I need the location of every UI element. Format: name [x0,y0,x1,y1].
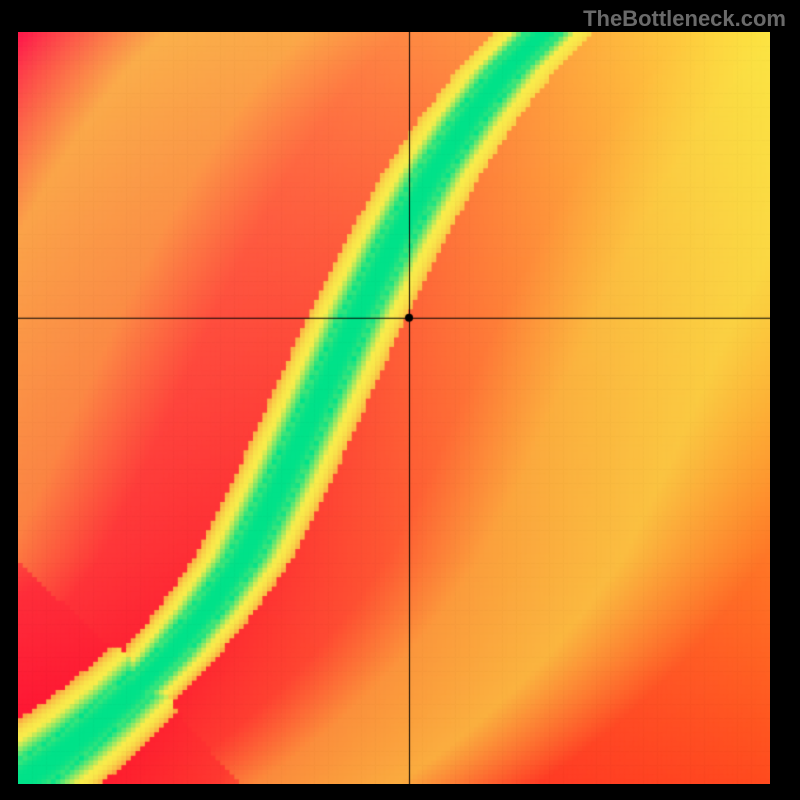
bottleneck-heatmap [18,32,770,784]
watermark-text: TheBottleneck.com [583,6,786,32]
